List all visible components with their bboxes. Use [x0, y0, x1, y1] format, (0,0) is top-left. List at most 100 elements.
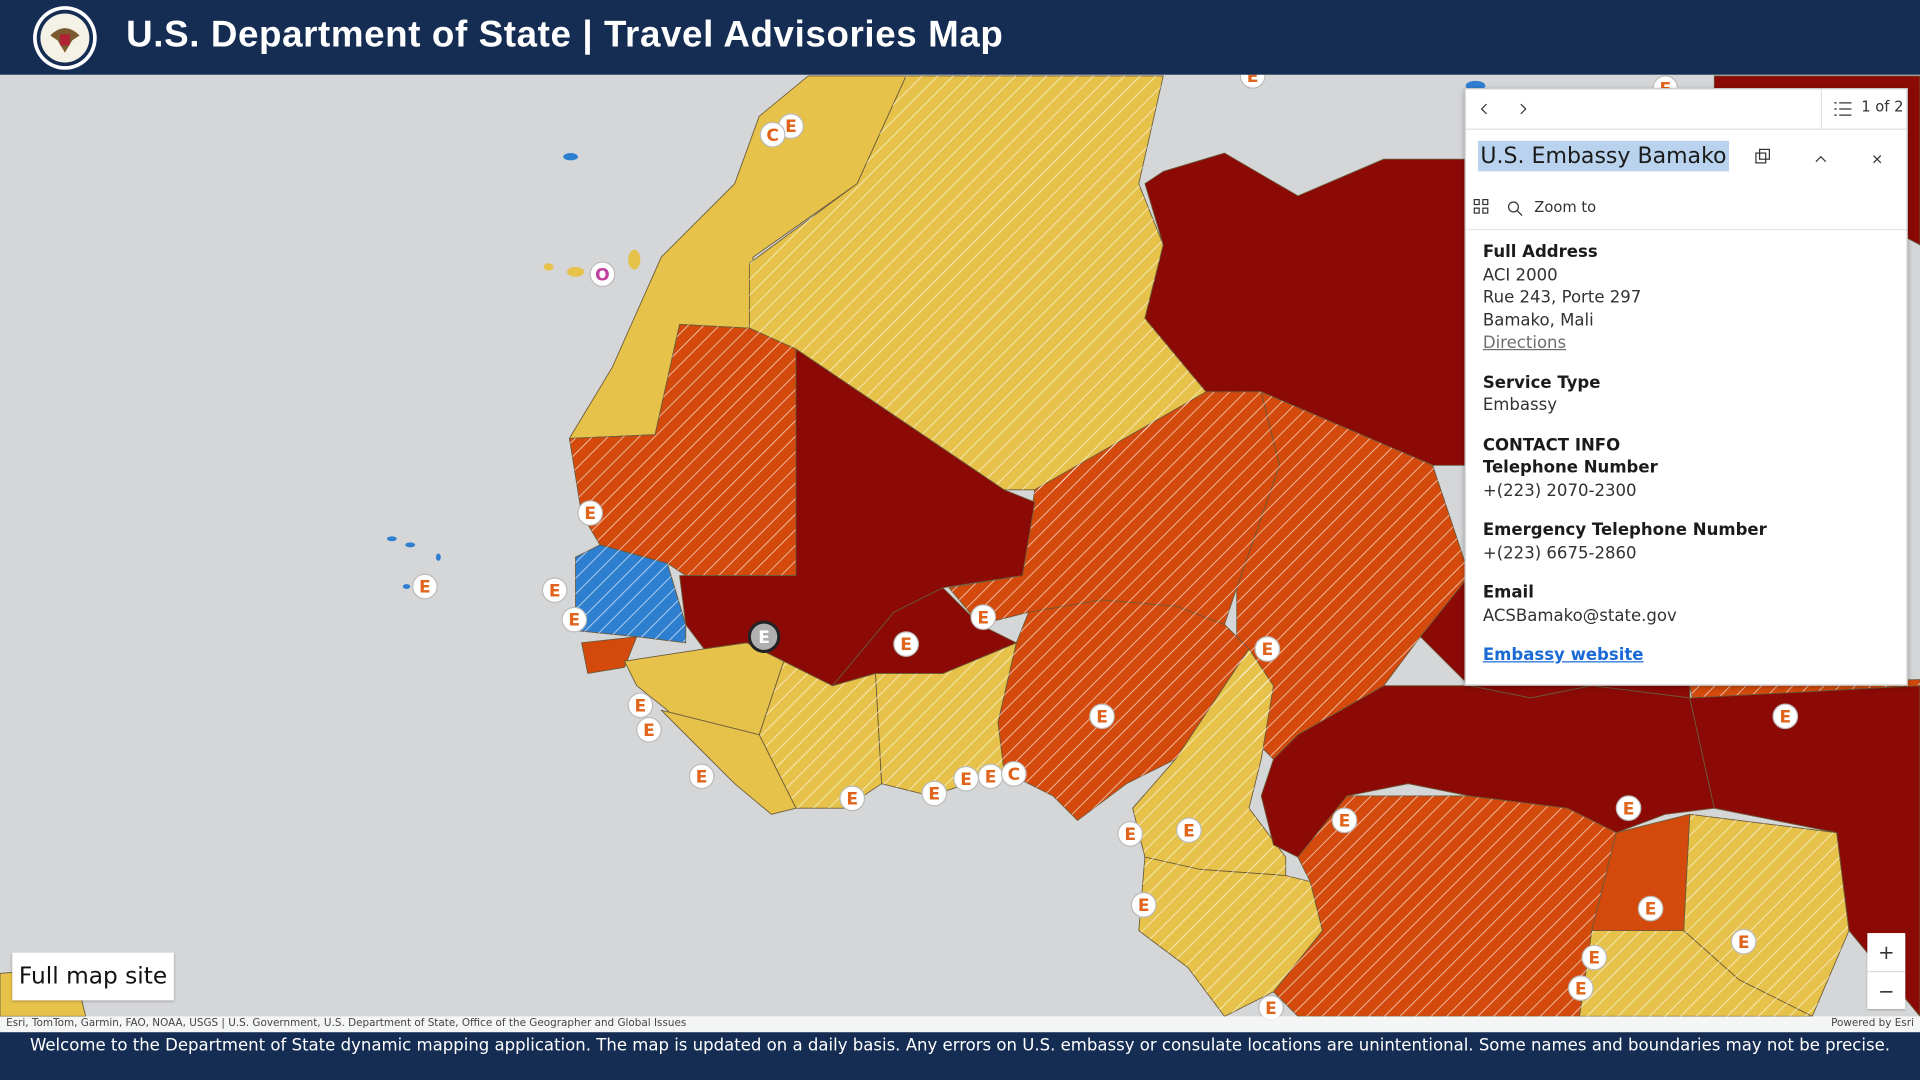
marker-label: E: [1575, 979, 1587, 999]
country[interactable]: [832, 587, 1017, 687]
marker-label: E: [1247, 75, 1259, 87]
spacer: [1483, 564, 1767, 581]
field-value: Embassy: [1482, 395, 1558, 416]
popup-content: Full Address ACI 2000 Rue 243, Porte 297 Ba…: [1483, 241, 1767, 667]
location-marker[interactable]: C: [759, 121, 786, 148]
country[interactable]: [581, 636, 638, 674]
powered-by: Powered by Esri: [1831, 1017, 1914, 1030]
location-marker[interactable]: E: [747, 620, 781, 653]
field-value: +(223) 2070-2300: [1482, 480, 1637, 501]
marker-label: E: [846, 789, 858, 809]
location-marker[interactable]: C: [1001, 761, 1027, 787]
location-marker[interactable]: E: [1254, 636, 1281, 662]
directions-link[interactable]: Directions: [1482, 333, 1567, 353]
location-marker[interactable]: E: [636, 716, 662, 743]
marker-label: E: [900, 635, 912, 655]
location-marker[interactable]: E: [1772, 703, 1799, 730]
marker-label: E: [1096, 707, 1108, 727]
country[interactable]: [1591, 813, 1691, 932]
attribution: Esri, TomTom, Garmin, FAO, NOAA, USGS | …: [6, 1017, 687, 1030]
location-marker[interactable]: E: [577, 500, 604, 526]
islands: [386, 80, 1486, 589]
marker-label: E: [928, 785, 940, 805]
location-marker[interactable]: E: [893, 631, 919, 657]
zoom-out[interactable]: −: [1878, 979, 1895, 1003]
location-marker[interactable]: E: [1637, 895, 1664, 922]
country[interactable]: [660, 709, 797, 815]
location-marker[interactable]: E: [688, 763, 715, 790]
location-marker[interactable]: E: [1331, 807, 1358, 834]
popup-buttons[interactable]: [1747, 148, 1894, 172]
zoom-to[interactable]: Zoom to: [1534, 198, 1597, 216]
full-map-site[interactable]: Full map site: [12, 952, 174, 1001]
header: U.S. Department of State | Travel Adviso…: [0, 0, 1920, 75]
marker-label: E: [1645, 900, 1657, 920]
app-title: U.S. Department of State | Travel Adviso…: [126, 14, 1004, 56]
location-marker[interactable]: E: [1130, 892, 1157, 918]
location-marker[interactable]: E: [1117, 821, 1144, 847]
marker-label: E: [960, 770, 972, 790]
country[interactable]: [679, 348, 1036, 687]
spacer: [1483, 502, 1767, 519]
location-marker[interactable]: E: [1730, 928, 1757, 955]
location-marker[interactable]: E: [1089, 703, 1115, 730]
marker-label: E: [635, 696, 647, 716]
marker-label: E: [696, 767, 708, 787]
location-marker[interactable]: E: [561, 606, 588, 633]
field-label: Email: [1482, 582, 1534, 603]
location-marker[interactable]: E: [921, 780, 948, 807]
location-marker[interactable]: E: [970, 604, 997, 631]
field-label: Emergency Telephone Number: [1482, 520, 1767, 541]
location-marker[interactable]: O: [589, 261, 616, 288]
seal: [33, 6, 97, 70]
nav-arrows[interactable]: [1466, 89, 1552, 128]
marker-label: E: [1265, 999, 1277, 1019]
marker-label: E: [985, 767, 997, 787]
markers: ECOEEEEEEEEEEEEEEEECEEEEEEEEEEEEE: [412, 74, 1799, 1021]
marker-label: E: [1623, 799, 1635, 819]
country[interactable]: [1689, 685, 1920, 1017]
map[interactable]: ECOEEEEEEEEEEEEEEEECEEEEEEEEEEEEE: [0, 74, 1920, 1033]
field-label: Telephone Number: [1482, 457, 1658, 478]
popup-actions: Zoom to: [1465, 187, 1907, 231]
marker-label: E: [419, 578, 431, 598]
field-label: Service Type: [1482, 372, 1601, 393]
country[interactable]: [1260, 685, 1715, 858]
attribution-bar: Esri, TomTom, Garmin, FAO, NOAA, USGS | …: [0, 1016, 1920, 1033]
marker-label: E: [568, 611, 580, 631]
action-icons[interactable]: [1466, 187, 1539, 229]
marker-label: E: [643, 721, 655, 741]
website-link[interactable]: Embassy website: [1482, 645, 1644, 665]
location-marker[interactable]: E: [1258, 994, 1284, 1021]
popup-nav: 1 of 2: [1465, 89, 1908, 130]
location-marker[interactable]: E: [977, 763, 1004, 790]
field-value: Rue 243, Porte 297: [1482, 287, 1642, 308]
marker-label: E: [584, 504, 596, 524]
location-marker[interactable]: E: [1239, 74, 1266, 89]
location-marker[interactable]: E: [412, 573, 438, 600]
location-marker[interactable]: E: [541, 577, 568, 604]
field-value: Bamako, Mali: [1482, 310, 1594, 331]
location-marker[interactable]: E: [1567, 975, 1594, 1002]
pager: 1 of 2: [1861, 97, 1904, 116]
zoom-controls: + −: [1867, 933, 1906, 1009]
marker-label: E: [1124, 825, 1136, 845]
location-marker[interactable]: E: [839, 785, 866, 812]
location-marker[interactable]: E: [1581, 944, 1608, 971]
field-label: Full Address: [1482, 242, 1598, 263]
marker-label: O: [595, 265, 610, 285]
zoom-in[interactable]: +: [1867, 933, 1906, 973]
location-marker[interactable]: E: [1615, 795, 1642, 822]
field-label: CONTACT INFO: [1482, 435, 1621, 455]
pager-box[interactable]: 1 of 2: [1820, 89, 1908, 129]
location-marker[interactable]: E: [953, 765, 979, 792]
field-value: +(223) 6675-2860: [1482, 543, 1637, 563]
marker-label: E: [549, 581, 561, 601]
location-marker[interactable]: E: [627, 692, 654, 719]
footer: Welcome to the Department of State dynam…: [0, 1032, 1920, 1080]
spacer: [1483, 417, 1767, 434]
marker-label: C: [1008, 765, 1021, 785]
marker-label: E: [1588, 949, 1600, 969]
location-marker[interactable]: E: [1176, 817, 1202, 844]
